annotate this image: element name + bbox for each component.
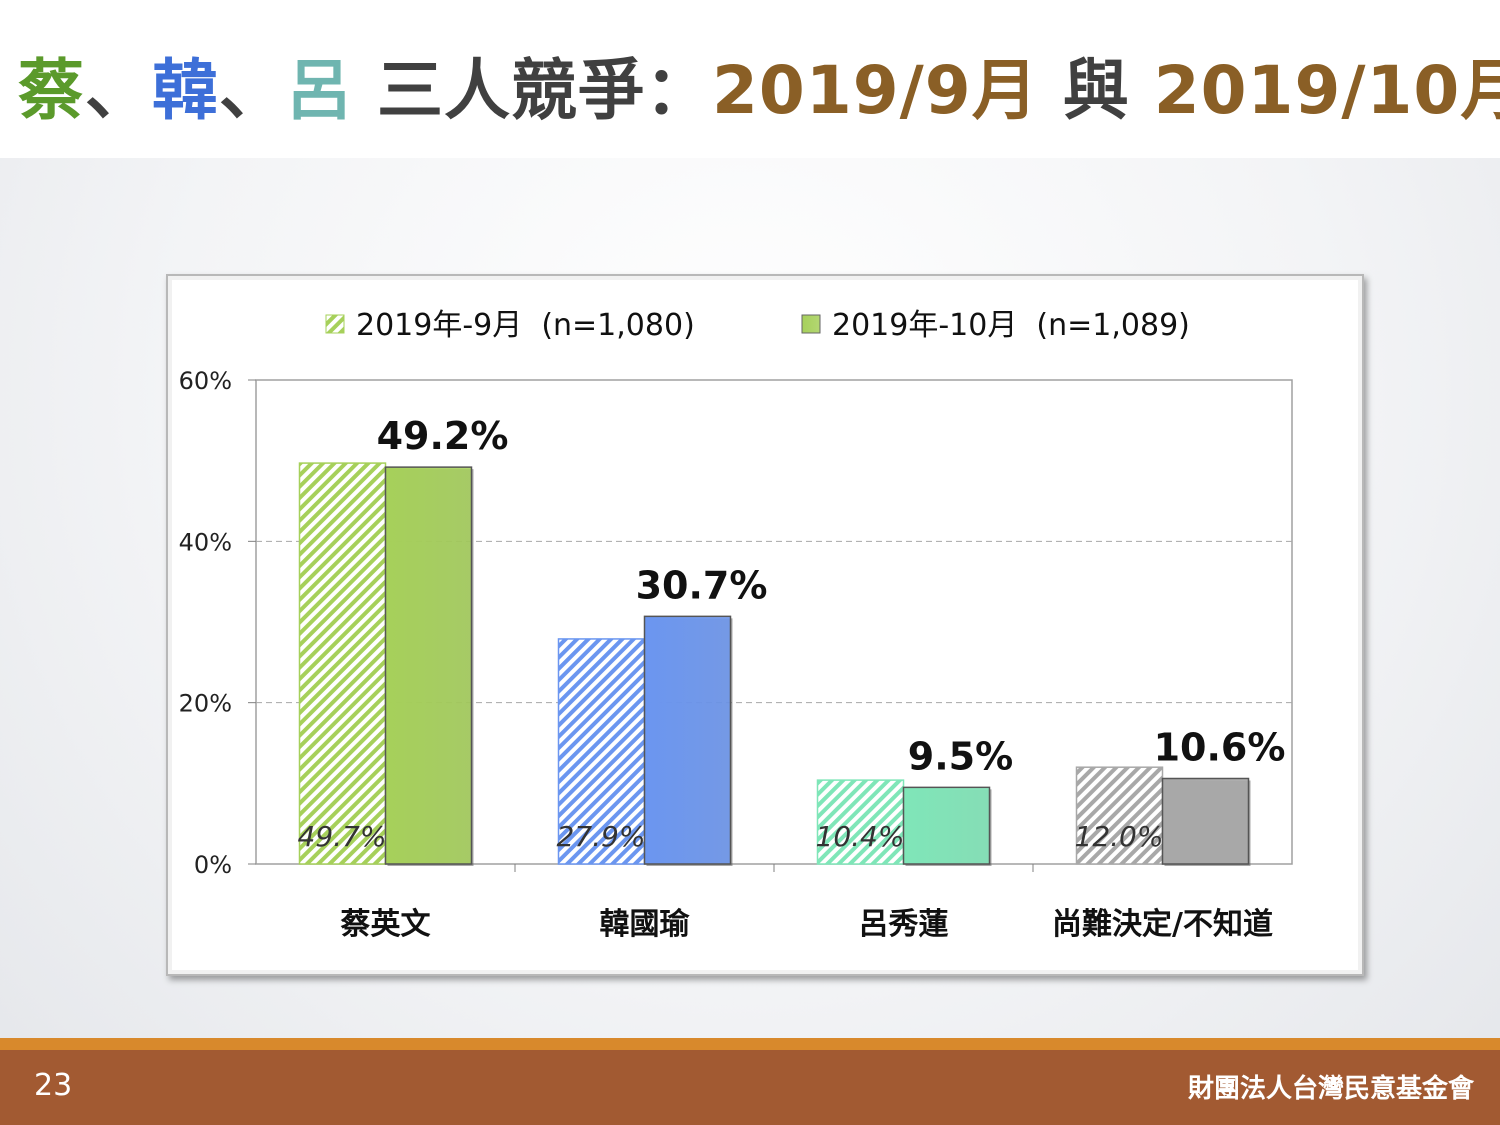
slide-title: 蔡、韓、呂 三人競爭：2019/9月 與 2019/10月 (18, 46, 1500, 136)
title-part: 三人競爭： (353, 52, 712, 129)
title-part: 2019/9月 (711, 52, 1039, 129)
y-tick-label: 0% (194, 851, 232, 879)
y-tick-label: 40% (179, 528, 232, 556)
bar-oct (1161, 777, 1250, 865)
title-part: 、 (85, 52, 152, 129)
organization-name: 財團法人台灣民意基金會 (1187, 1074, 1474, 1104)
title-bar (0, 0, 1500, 158)
title-part: 韓 (152, 52, 219, 129)
data-label-sep: 12.0% (1075, 820, 1164, 853)
data-label-oct: 9.5% (908, 734, 1013, 778)
bar-oct (902, 786, 991, 865)
title-part: 2019/10月 (1153, 52, 1500, 129)
x-category-label: 尚難決定/不知道 (1052, 907, 1273, 942)
data-label-oct: 49.2% (377, 414, 509, 458)
title-part: 、 (219, 52, 286, 129)
footer-bar (0, 1050, 1500, 1125)
bar-oct (384, 466, 473, 865)
bar-sep (298, 462, 387, 865)
bar-sep (1075, 766, 1164, 865)
page-number: 23 (34, 1068, 73, 1103)
legend-label: 2019年-10月 (n=1,089) (832, 308, 1190, 343)
legend-label: 2019年-9月 (n=1,080) (356, 308, 695, 343)
bar-chart: 0% 20% 40% 60% 49.7% 49.2% 蔡英文 27.9% 30.7% 韓國瑜 10.… (179, 308, 1293, 942)
y-tick-label: 20% (179, 690, 232, 718)
title-part: 與 (1038, 52, 1154, 129)
title-part: 呂 (286, 52, 353, 129)
data-label-oct: 30.7% (636, 563, 768, 607)
legend-swatch (801, 314, 821, 334)
x-category-label: 蔡英文 (341, 907, 431, 942)
data-label-sep: 10.4% (816, 820, 905, 853)
x-category-label: 呂秀蓮 (859, 907, 949, 942)
legend-swatch (325, 314, 345, 334)
bar-oct (643, 615, 732, 865)
data-label-oct: 10.6% (1154, 725, 1286, 769)
bar-sep (816, 779, 905, 865)
y-tick-label: 60% (179, 367, 232, 395)
footer-accent-line (0, 1038, 1500, 1050)
data-label-sep: 27.9% (557, 820, 646, 853)
chart-frame: 0% 20% 40% 60% 49.7% 49.2% 蔡英文 27.9% 30.7% 韓國瑜 10.… (166, 274, 1364, 976)
data-label-sep: 49.7% (298, 820, 387, 853)
x-category-label: 韓國瑜 (600, 907, 691, 942)
title-part: 蔡 (18, 52, 85, 129)
